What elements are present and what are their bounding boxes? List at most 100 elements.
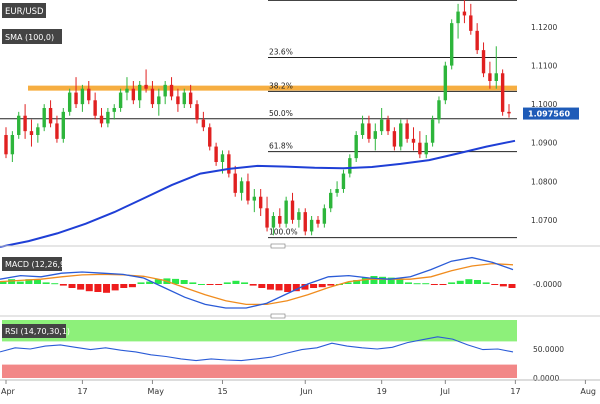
macd-histogram-bar — [499, 284, 507, 287]
candle-body — [118, 92, 123, 108]
candle-body — [169, 84, 174, 97]
macd-histogram-bar — [310, 284, 318, 288]
candle-body — [500, 73, 505, 112]
macd-y-tick: -0.0000 — [533, 280, 562, 289]
candle-body — [252, 196, 257, 201]
candle-body — [462, 11, 467, 16]
macd-histogram-bar — [59, 284, 67, 286]
macd-histogram-bar — [197, 284, 205, 285]
candle-body — [138, 84, 142, 101]
candle-body — [112, 108, 116, 112]
x-tick-label: 19 — [377, 387, 387, 396]
macd-histogram-bar — [189, 282, 197, 284]
macd-histogram-bar — [292, 284, 300, 292]
macd-panel-bg — [0, 252, 517, 312]
candle-body — [271, 216, 276, 228]
macd-histogram-bar — [413, 283, 421, 285]
rsi-label: RSI (14,70,30,1) — [5, 327, 70, 336]
macd-signal-line — [0, 262, 514, 306]
price-tag-bg — [523, 107, 579, 120]
y-tick-label: 1.1000 — [531, 100, 557, 109]
candle-body — [201, 119, 206, 128]
candle-body — [507, 111, 511, 114]
main-panel-bg — [0, 0, 517, 243]
fib-label: 100.0% — [269, 228, 298, 237]
macd-histogram-bar — [404, 282, 412, 284]
macd-histogram-bar — [275, 284, 283, 291]
candle-body — [322, 208, 327, 224]
macd-histogram-bar — [448, 282, 456, 284]
candle-body — [290, 200, 295, 220]
macd-histogram-bar — [284, 284, 292, 292]
overlay-label-bg — [2, 29, 62, 44]
candle-body — [265, 208, 269, 228]
macd-histogram-bar — [154, 279, 162, 284]
candle-body — [475, 30, 479, 51]
candle-body — [182, 92, 186, 105]
candle-body — [303, 212, 307, 232]
y-tick-label: 1.1100 — [531, 62, 557, 71]
candle-body — [10, 135, 15, 155]
panel-resize-handle — [270, 243, 286, 249]
candle-body — [144, 84, 148, 89]
macd-histogram-bar — [491, 284, 499, 285]
rsi-y-tick: 50.0000 — [533, 345, 564, 354]
candle-body — [494, 73, 498, 81]
candle-body — [329, 192, 333, 209]
y-tick-label: 1.1200 — [531, 23, 557, 32]
macd-histogram-bar — [146, 281, 154, 284]
candle-body — [488, 73, 492, 81]
candle-body — [309, 219, 314, 232]
macd-histogram-bar — [94, 284, 102, 292]
rsi-y-tick: 0.0000 — [533, 374, 559, 383]
candle-body — [176, 96, 180, 105]
candle-body — [208, 127, 212, 147]
candle-body — [373, 131, 377, 139]
candle-body — [297, 212, 301, 220]
macd-histogram-bar — [344, 282, 352, 284]
panel-resize-handle — [270, 313, 286, 319]
macd-histogram-bar — [456, 280, 464, 284]
title-bg — [2, 3, 46, 18]
macd-histogram-bar — [180, 280, 188, 284]
x-tick-label: Jul — [439, 387, 450, 396]
candle-body — [481, 50, 486, 74]
rsi-overbought-zone — [2, 320, 517, 342]
candle-body — [125, 88, 129, 93]
macd-histogram-bar — [206, 284, 214, 285]
fib-label: 23.6% — [269, 47, 293, 56]
sma-label: SMA (100,0) — [5, 33, 54, 42]
macd-histogram-bar — [128, 284, 136, 288]
x-tick-label: May — [147, 387, 164, 396]
x-tick-label: 17 — [77, 387, 87, 396]
macd-histogram-bar — [215, 284, 223, 285]
candle-body — [74, 92, 78, 105]
macd-histogram-bar — [0, 281, 7, 284]
candle-body — [367, 123, 371, 139]
candle-body — [195, 104, 199, 120]
macd-histogram-bar — [68, 284, 76, 288]
candle-body — [258, 196, 263, 209]
candle-body — [411, 138, 416, 143]
candle-body — [392, 131, 397, 147]
x-tick-label: 17 — [510, 387, 520, 396]
macd-histogram-bar — [25, 279, 33, 284]
candle-body — [4, 135, 8, 155]
macd-histogram-bar — [353, 280, 361, 284]
x-tick-label: Aug — [580, 387, 596, 396]
candle-body — [29, 131, 34, 135]
candle-body — [443, 65, 448, 101]
candle-body — [23, 115, 27, 132]
candle-body — [220, 154, 225, 162]
macd-histogram-bar — [232, 280, 240, 284]
rsi-oversold-zone — [2, 364, 517, 378]
candle-body — [55, 123, 59, 139]
macd-histogram-bar — [482, 282, 490, 284]
macd-histogram-bar — [103, 284, 111, 293]
macd-histogram-bar — [77, 284, 85, 290]
candle-body — [233, 173, 237, 193]
candle-body — [227, 154, 231, 174]
candle-body — [437, 100, 441, 120]
